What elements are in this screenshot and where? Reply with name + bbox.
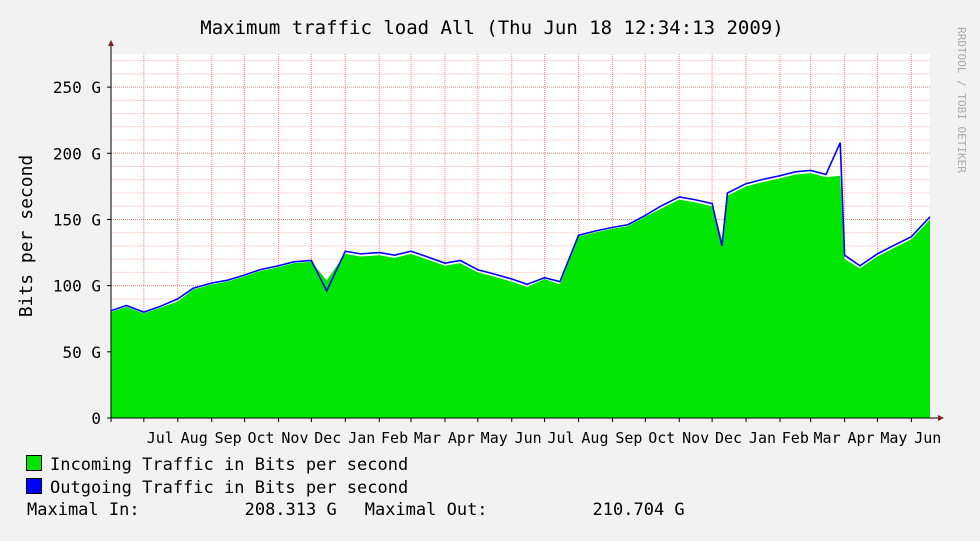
tick-labels: 0 50 G 100 G 150 G 200 G 250 G Jul Aug Sep Oct Nov… [53,78,942,447]
rrdtool-watermark: RRDTOOL / TOBI OETIKER [955,27,968,173]
y-tick-label: 0 [91,409,101,428]
x-tick-label: May [880,429,907,447]
x-tick-label: Jul [547,429,574,447]
x-tick-label: Sep [615,429,642,447]
series-layer [110,142,931,418]
max-in-value: 208.313 G [244,500,337,520]
x-tick-label: Oct [648,429,675,447]
x-tick-label: Mar [814,429,841,447]
x-tick-label: May [481,429,508,447]
x-tick-label: Jun [914,429,941,447]
x-axis-arrow [938,415,944,421]
max-stats: Maximal In: 208.313 G Maximal Out: 210.704 … [27,500,685,520]
x-tick-label: Nov [281,429,308,447]
x-tick-label: Nov [682,429,709,447]
y-axis-label: Bits per second [16,155,37,318]
max-out-value: 210.704 G [592,500,685,520]
legend-outgoing: Outgoing Traffic in Bits per second [26,477,408,500]
x-tick-label: Mar [414,429,441,447]
axes [107,40,944,422]
legend-incoming-label: Incoming Traffic in Bits per second [50,455,409,475]
x-tick-label: Oct [247,429,274,447]
outgoing-line [110,142,931,313]
y-tick-label: 250 G [53,78,101,97]
x-tick-label: Jan [749,429,776,447]
x-tick-label: Jan [348,429,375,447]
legend-outgoing-swatch [26,478,42,494]
x-tick-label: Feb [782,429,809,447]
legend-incoming: Incoming Traffic in Bits per second [26,454,408,477]
chart-title: Maximum traffic load All (Thu Jun 18 12:… [200,17,783,39]
x-tick-label: Dec [314,429,341,447]
legend-incoming-swatch [26,455,42,471]
x-tick-label: Apr [847,429,874,447]
x-tick-label: Feb [381,429,408,447]
x-tick-label: Aug [581,429,608,447]
y-tick-label: 100 G [53,277,101,296]
x-tick-label: Dec [715,429,742,447]
x-tick-label: Aug [181,429,208,447]
x-tick-label: Sep [215,429,242,447]
incoming-area [111,173,930,418]
y-tick-label: 200 G [53,144,101,163]
y-tick-label: 50 G [62,343,101,362]
max-in-label: Maximal In: [27,500,140,520]
max-out-label: Maximal Out: [364,500,488,520]
y-axis-arrow [108,40,114,46]
legend-outgoing-label: Outgoing Traffic in Bits per second [50,478,409,498]
y-tick-label: 150 G [53,210,101,229]
x-tick-label: Jul [147,429,174,447]
x-tick-label: Apr [448,429,475,447]
x-tick-label: Jun [515,429,542,447]
